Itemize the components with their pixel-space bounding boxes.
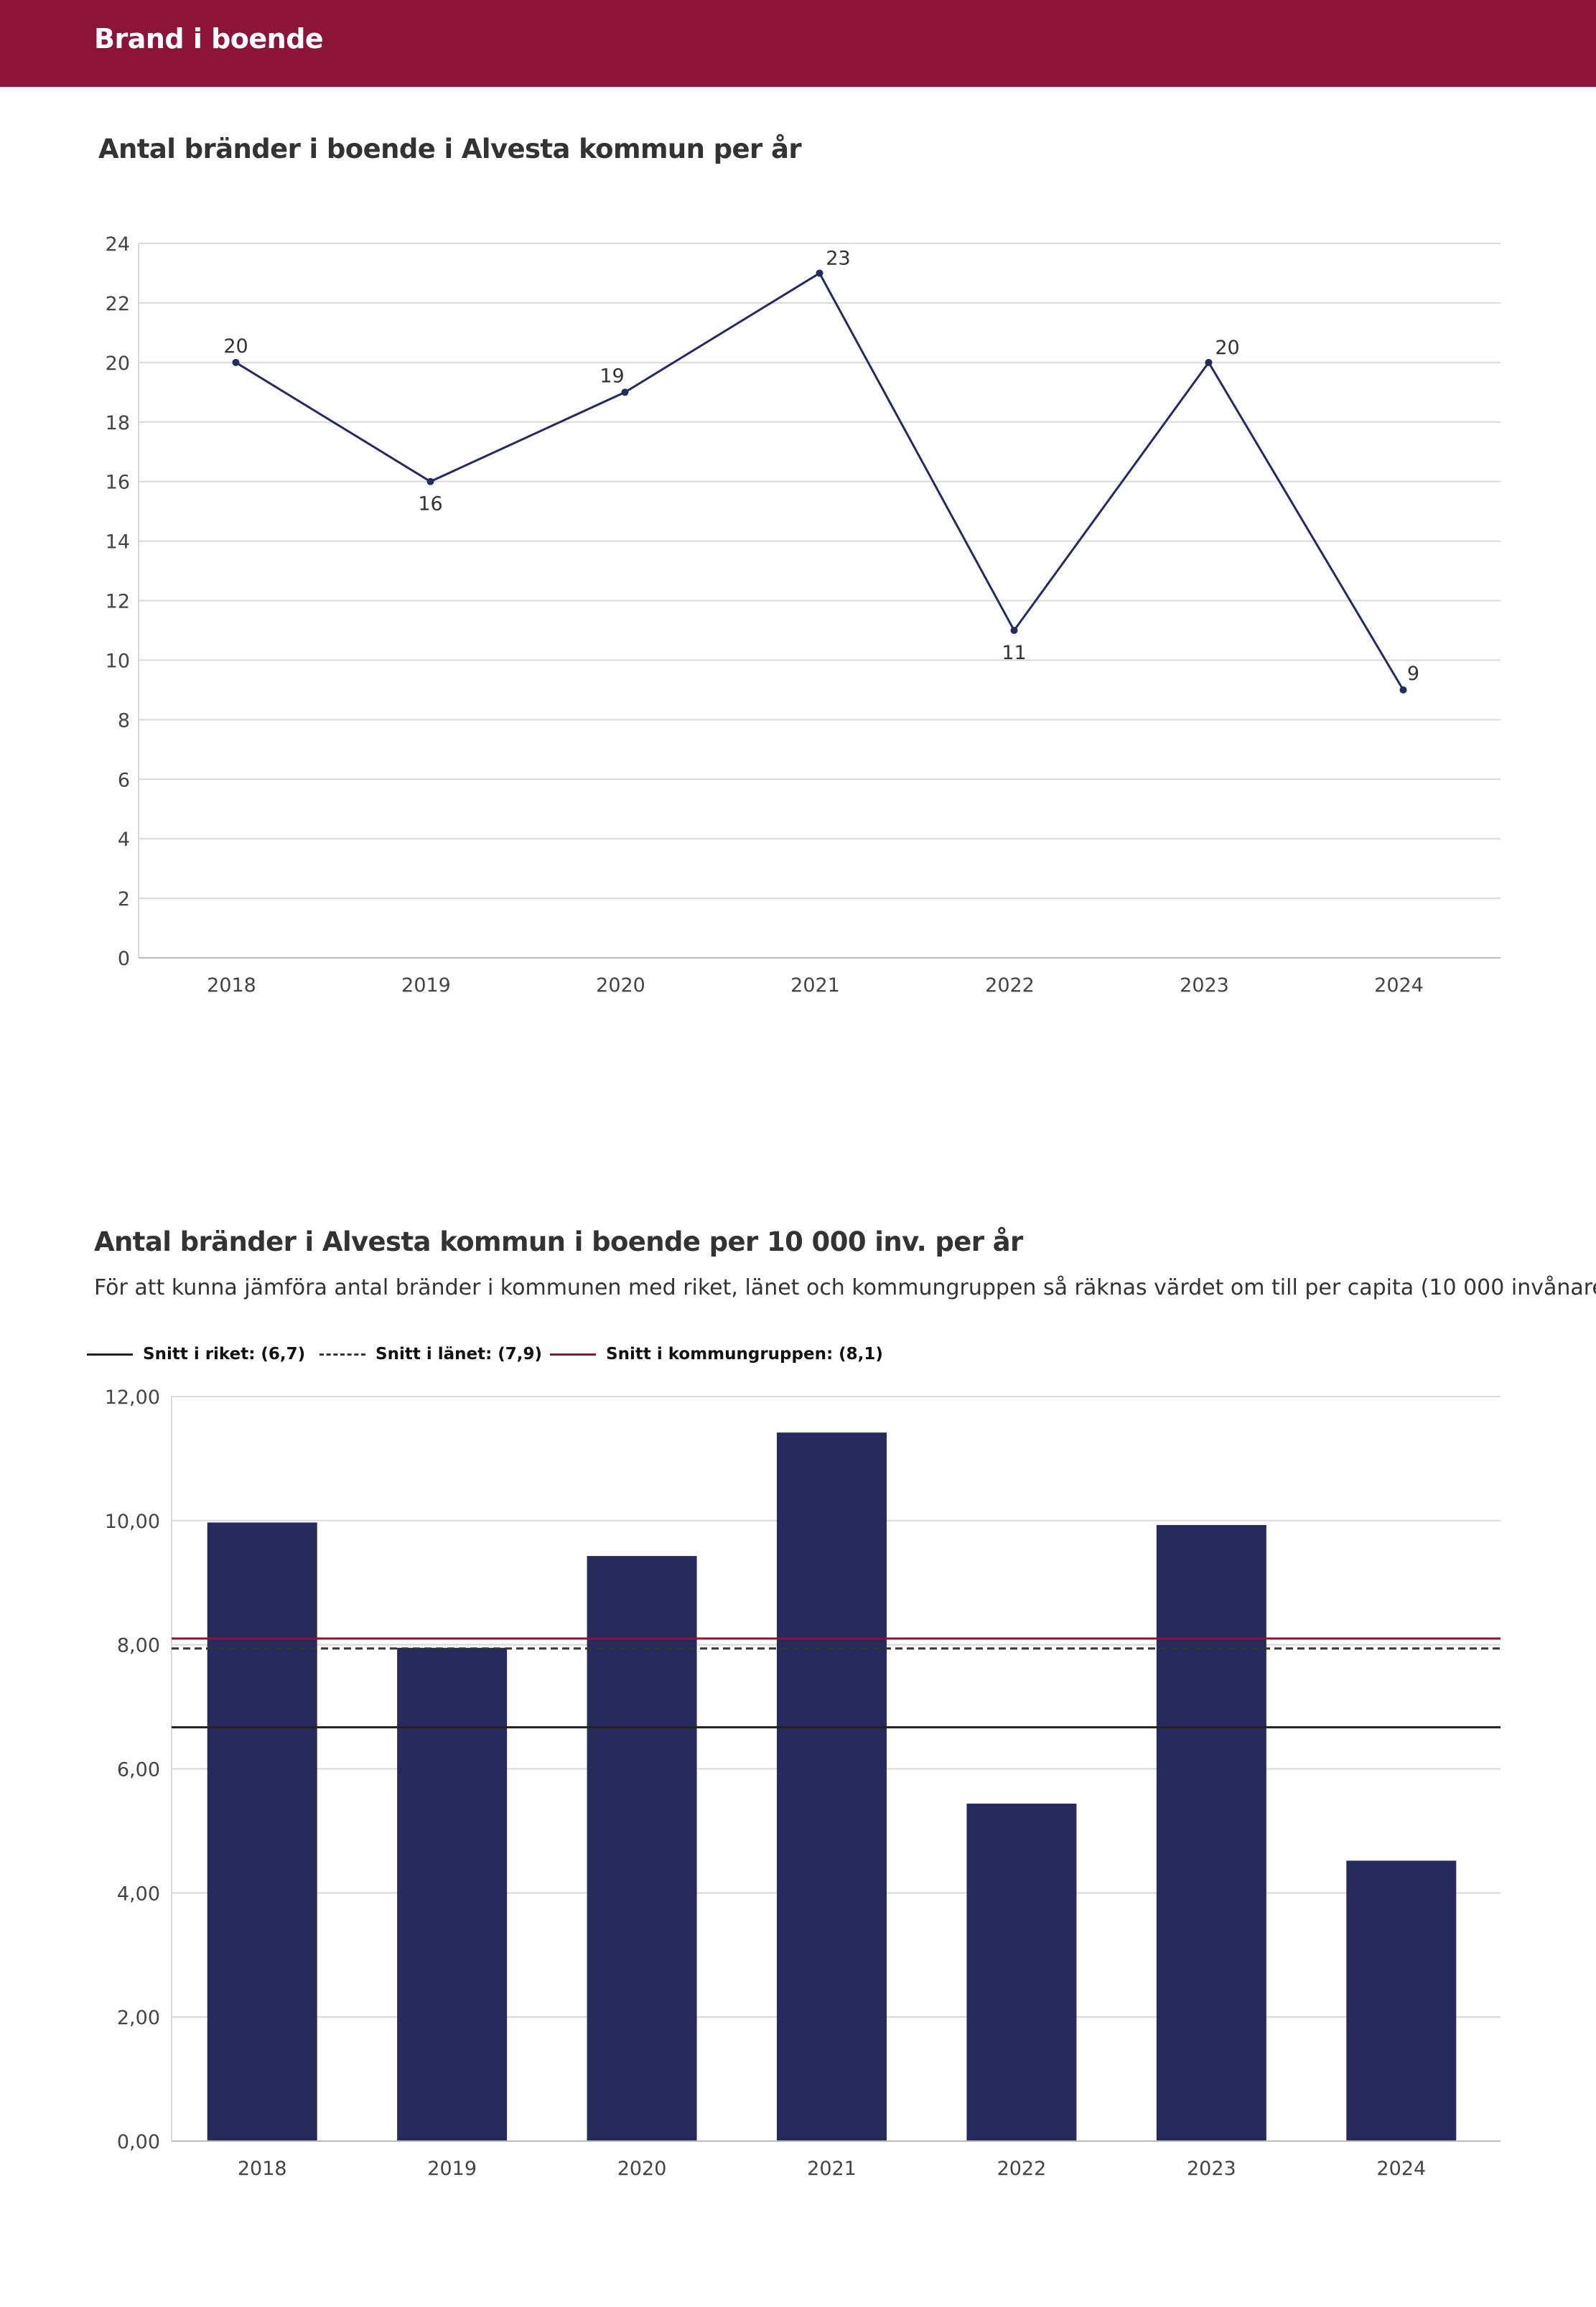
y-tick-label: 22	[106, 293, 130, 315]
x-tick-label: 2024	[1374, 974, 1424, 997]
bar	[966, 1803, 1077, 2141]
legend-label-lanet: Snitt i länet: (7,9)	[375, 1345, 543, 1364]
line-chart-title: Antal bränder i boende i Alvesta kommun …	[98, 134, 802, 164]
y-tick-label: 18	[106, 412, 130, 434]
legend-swatch-kommungrupp	[550, 1353, 596, 1356]
data-label: 9	[1407, 663, 1419, 685]
legend-label-kommungrupp: Snitt i kommungruppen: (8,1)	[606, 1345, 883, 1364]
y-tick-label: 14	[106, 531, 130, 554]
data-point	[426, 477, 434, 485]
y-tick-label: 10,00	[105, 1511, 160, 1533]
header-band: Brand i boende	[0, 0, 1596, 87]
bar-chart-legend: Snitt i riket: (6,7) Snitt i länet: (7,9…	[0, 1340, 1596, 1369]
data-label: 23	[826, 247, 850, 269]
x-tick-label: 2019	[401, 974, 451, 997]
data-point	[816, 269, 823, 277]
y-tick-label: 6	[118, 769, 130, 791]
bar	[587, 1556, 697, 2141]
legend-swatch-lanet	[319, 1353, 365, 1356]
y-tick-label: 12	[106, 591, 130, 613]
y-tick-label: 4,00	[117, 1883, 160, 1905]
x-tick-label: 2023	[1187, 2158, 1236, 2180]
y-tick-label: 24	[106, 233, 130, 256]
data-label: 11	[1002, 642, 1026, 664]
y-tick-label: 2,00	[117, 2007, 160, 2029]
y-tick-label: 0	[118, 948, 130, 970]
bar	[777, 1432, 887, 2141]
data-label: 20	[223, 335, 248, 358]
y-tick-label: 12,00	[105, 1386, 160, 1409]
x-tick-label: 2022	[997, 2158, 1047, 2180]
legend-item-riket: Snitt i riket: (6,7)	[87, 1340, 305, 1369]
data-point	[1399, 686, 1407, 694]
y-tick-label: 10	[106, 650, 130, 672]
data-point	[621, 388, 629, 396]
y-tick-label: 20	[106, 353, 130, 375]
y-tick-label: 2	[118, 888, 130, 910]
data-label: 20	[1215, 337, 1239, 359]
bar	[207, 1522, 317, 2141]
x-tick-label: 2023	[1180, 974, 1229, 997]
y-tick-label: 8	[118, 709, 130, 732]
x-tick-label: 2021	[807, 2158, 857, 2180]
y-tick-label: 6,00	[117, 1759, 160, 1781]
bar-chart-subtitle: För att kunna jämföra antal bränder i ko…	[94, 1275, 1596, 1300]
bar	[397, 1647, 508, 2141]
data-point	[232, 358, 240, 366]
data-point	[1205, 358, 1213, 366]
y-tick-label: 8,00	[117, 1635, 160, 1657]
legend-label-riket: Snitt i riket: (6,7)	[143, 1345, 306, 1364]
bar	[1156, 1524, 1266, 2141]
x-tick-label: 2020	[617, 2158, 667, 2180]
y-tick-label: 4	[118, 829, 130, 851]
page-title: Brand i boende	[94, 23, 324, 55]
x-tick-label: 2022	[985, 974, 1035, 997]
data-point	[1010, 626, 1018, 634]
data-label: 16	[418, 493, 442, 516]
x-tick-label: 2019	[427, 2158, 477, 2180]
y-tick-label: 0,00	[117, 2131, 160, 2153]
legend-item-lanet: Snitt i länet: (7,9)	[319, 1340, 542, 1369]
x-tick-label: 2020	[596, 974, 645, 997]
legend-swatch-riket	[87, 1353, 133, 1356]
x-tick-label: 2024	[1376, 2158, 1426, 2180]
bar	[1346, 1860, 1457, 2141]
bar-chart-title: Antal bränder i Alvesta kommun i boende …	[94, 1226, 1023, 1257]
x-tick-label: 2018	[238, 2158, 287, 2180]
legend-item-kommungrupp: Snitt i kommungruppen: (8,1)	[550, 1340, 883, 1369]
x-tick-label: 2018	[207, 974, 256, 997]
x-tick-label: 2021	[790, 974, 840, 997]
data-label: 19	[599, 365, 624, 387]
y-tick-label: 16	[106, 472, 130, 494]
